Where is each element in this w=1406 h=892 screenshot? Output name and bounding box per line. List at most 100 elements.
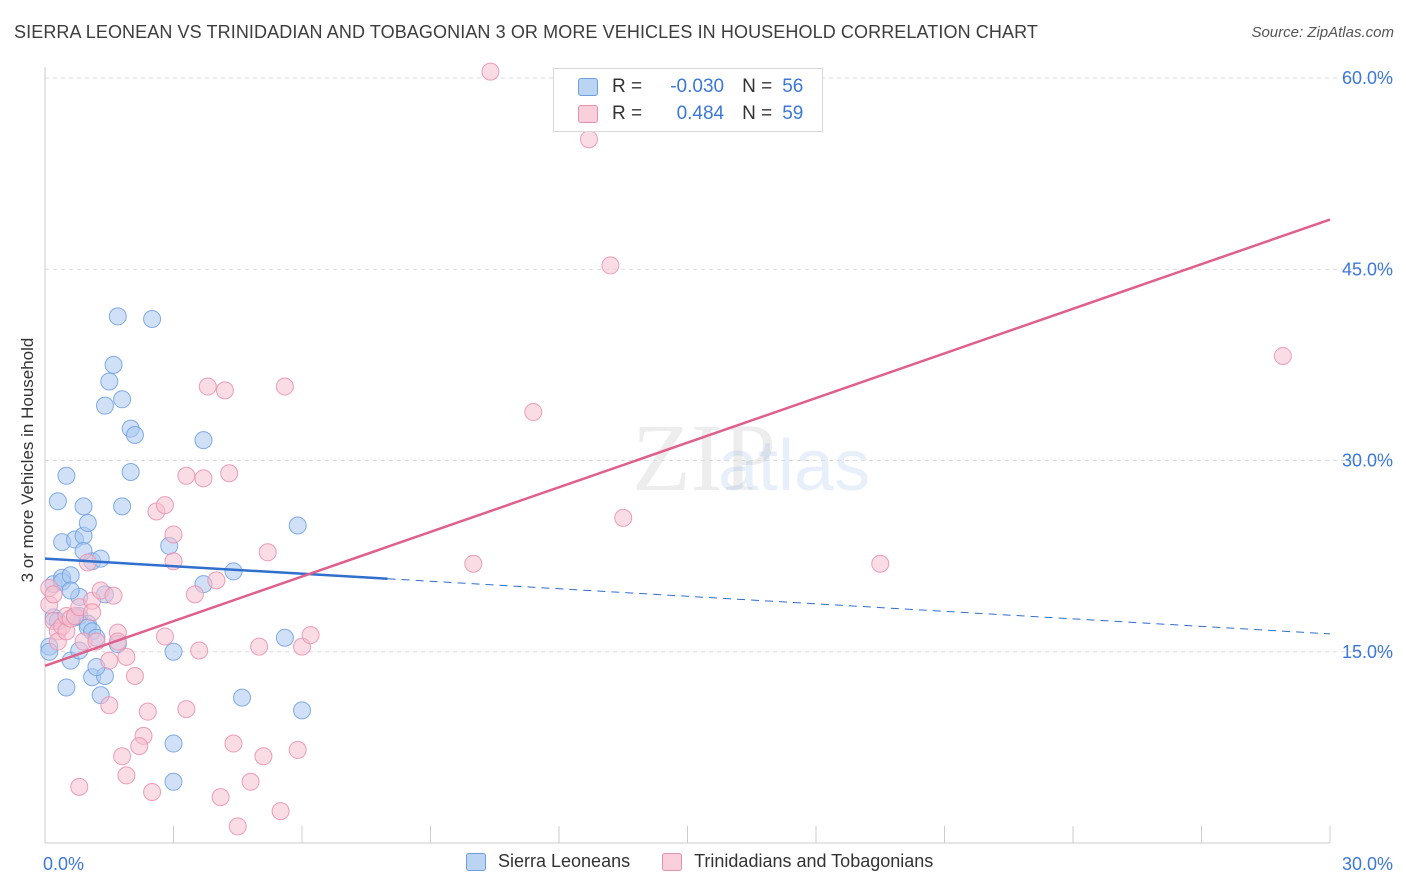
point-trinidadian: [614, 508, 633, 527]
correlation-legend: R = -0.030 N = 56 R = 0.484 N = 59: [553, 68, 823, 132]
point-sierra-leonean: [288, 516, 307, 535]
legend-swatch-blue: [466, 852, 486, 871]
y-axis-label: 3 or more Vehicles in Household: [18, 337, 37, 583]
legend-swatch-pink: [578, 105, 598, 123]
point-sierra-leonean: [108, 307, 127, 326]
point-sierra-leonean: [74, 497, 93, 516]
legend-label-sierra-leoneans: Sierra Leoneans: [498, 851, 631, 871]
point-trinidadian: [275, 377, 294, 396]
point-trinidadian: [301, 626, 320, 645]
point-sierra-leonean: [121, 462, 140, 481]
point-trinidadian: [44, 585, 63, 604]
point-trinidadian: [250, 637, 269, 656]
point-trinidadian: [258, 543, 277, 562]
point-trinidadian: [70, 777, 89, 796]
point-trinidadian: [524, 403, 543, 422]
legend-item-trinidadians: Trinidadians and Tobagonians: [662, 851, 933, 872]
point-trinidadian: [100, 696, 119, 715]
point-trinidadian: [228, 817, 247, 836]
legend-row-sierra-leoneans: R = -0.030 N = 56: [578, 74, 803, 100]
point-trinidadian: [215, 381, 234, 400]
legend-r-label: R =: [612, 76, 643, 97]
legend-swatch-pink: [662, 852, 683, 871]
chart-title: SIERRA LEONEAN VS TRINIDADIAN AND TOBAGO…: [14, 22, 1038, 42]
legend-item-sierra-leoneans: Sierra Leoneans: [466, 851, 630, 872]
point-trinidadian: [224, 734, 243, 753]
point-sierra-leonean: [113, 497, 132, 516]
point-sierra-leonean: [125, 426, 144, 444]
point-sierra-leonean: [78, 513, 97, 532]
point-trinidadian: [198, 377, 217, 396]
point-sierra-leonean: [48, 492, 67, 511]
legend-n-label: N =: [742, 103, 773, 124]
source-label: Source: ZipAtlas.com: [1251, 24, 1394, 41]
point-sierra-leonean: [164, 772, 183, 791]
tick-labels: 15.0% 30.0% 45.0% 60.0% 0.0% 30.0%: [43, 68, 1393, 874]
point-trinidadian: [241, 772, 260, 791]
point-trinidadian: [464, 554, 483, 573]
point-trinidadian: [207, 571, 226, 590]
axes: [44, 67, 1331, 844]
point-trinidadian: [155, 627, 174, 646]
data-points: [40, 62, 1292, 836]
trend-line-sierra-leoneans-extrapolated: [387, 578, 1331, 635]
point-trinidadian: [138, 702, 157, 721]
point-sierra-leonean: [233, 688, 252, 707]
point-sierra-leonean: [95, 396, 114, 415]
x-tick-label: 30.0%: [1342, 854, 1393, 874]
point-trinidadian: [254, 747, 273, 766]
legend-n-value: 59: [782, 103, 804, 124]
point-trinidadian: [288, 740, 307, 759]
legend-row-trinidadians: R = 0.484 N = 59: [578, 101, 803, 127]
point-trinidadian: [177, 466, 196, 485]
y-tick-label: 45.0%: [1342, 259, 1393, 279]
trend-line-sierra-leoneans: [44, 557, 388, 580]
point-sierra-leonean: [104, 355, 123, 374]
point-trinidadian: [104, 586, 123, 605]
point-trinidadian: [143, 783, 162, 801]
point-trinidadian: [117, 647, 136, 666]
y-tick-label: 60.0%: [1342, 68, 1393, 88]
y-tick-label: 15.0%: [1342, 642, 1393, 662]
point-trinidadian: [177, 700, 196, 719]
point-trinidadian: [164, 525, 183, 544]
point-trinidadian: [113, 747, 132, 766]
point-sierra-leonean: [100, 372, 119, 391]
point-sierra-leonean: [143, 309, 162, 328]
legend-n-value: 56: [782, 76, 804, 97]
trend-lines: [44, 218, 1331, 667]
point-trinidadian: [117, 766, 136, 785]
watermark-zip: ZIP: [632, 404, 776, 511]
legend-n-label: N =: [742, 76, 773, 97]
legend-r-value: 0.484: [676, 103, 725, 124]
point-sierra-leonean: [194, 431, 213, 450]
point-trinidadian: [83, 603, 102, 622]
point-sierra-leonean: [224, 562, 243, 581]
watermark-atlas: atlas: [718, 426, 870, 506]
point-trinidadian: [125, 666, 144, 685]
point-trinidadian: [155, 496, 174, 515]
point-sierra-leonean: [164, 734, 183, 753]
point-trinidadian: [190, 641, 209, 660]
point-trinidadian: [100, 651, 119, 670]
legend-label-trinidadians: Trinidadians and Tobagonians: [694, 851, 934, 871]
point-trinidadian: [481, 62, 500, 81]
point-trinidadian: [130, 737, 149, 756]
point-trinidadian: [579, 130, 598, 149]
point-trinidadian: [871, 554, 890, 573]
point-trinidadian: [211, 788, 230, 807]
point-sierra-leonean: [164, 642, 183, 661]
point-sierra-leonean: [57, 466, 76, 485]
point-sierra-leonean: [293, 701, 311, 720]
point-trinidadian: [1273, 346, 1292, 365]
legend-r-label: R =: [612, 103, 643, 124]
point-trinidadian: [185, 585, 204, 604]
point-trinidadian: [601, 256, 620, 275]
point-sierra-leonean: [57, 678, 76, 697]
trend-line-trinidadians: [44, 218, 1331, 667]
legend-r-value: -0.030: [670, 76, 725, 97]
y-tick-label: 30.0%: [1342, 451, 1393, 471]
point-sierra-leonean: [61, 581, 80, 600]
x-tick-label: 0.0%: [43, 854, 84, 874]
